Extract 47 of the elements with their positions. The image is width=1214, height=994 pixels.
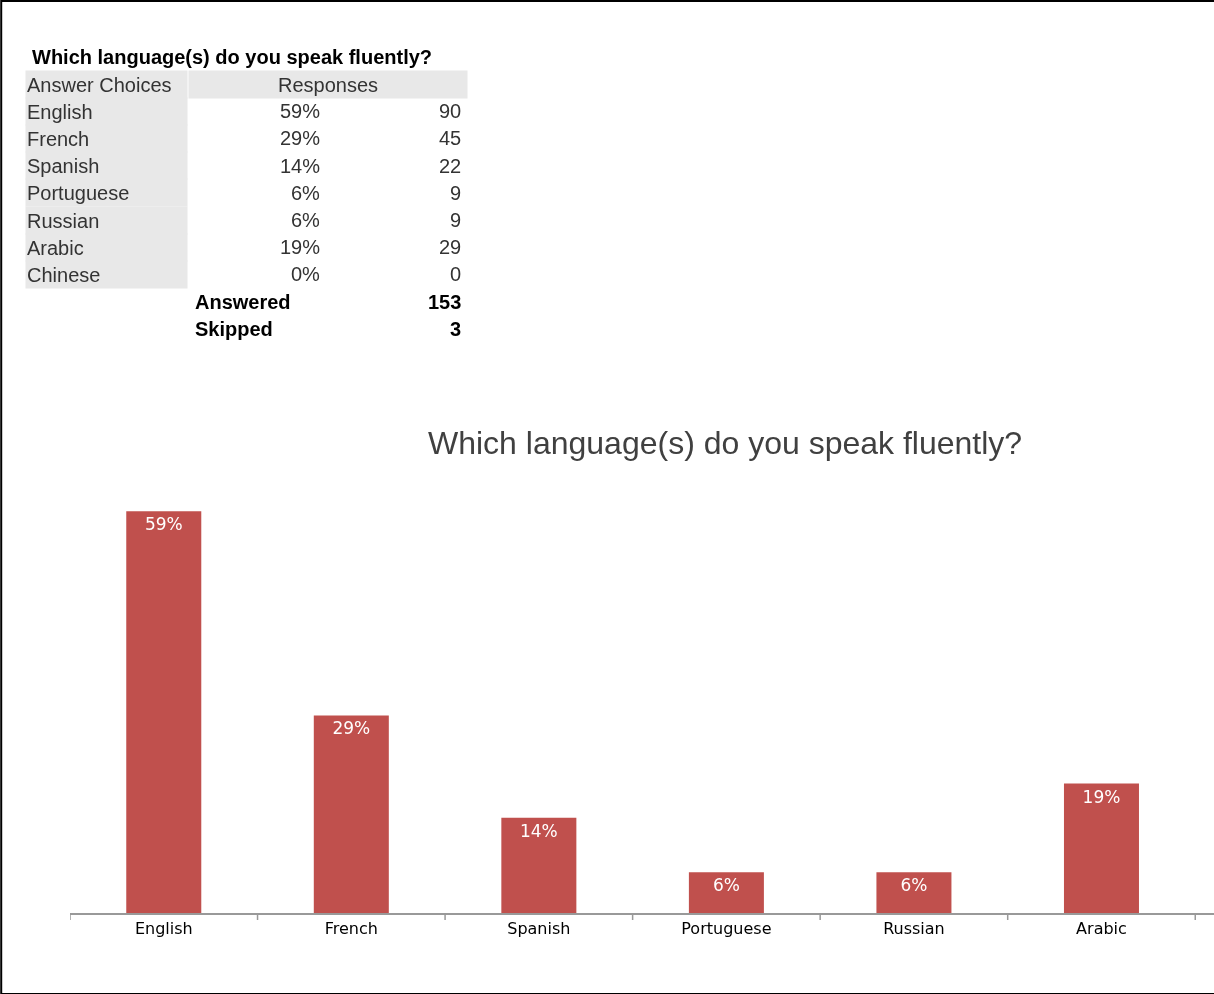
bar bbox=[876, 872, 952, 913]
chart-title: Which language(s) do you speak fluently? bbox=[428, 425, 1023, 461]
text: 3 bbox=[450, 318, 462, 340]
data-label: 29% bbox=[280, 127, 321, 149]
x-tick-label: Arabic bbox=[1076, 919, 1127, 939]
category-label: Arabic bbox=[27, 236, 84, 259]
data-label: 59% bbox=[280, 100, 321, 122]
x-tick-label: French bbox=[324, 919, 378, 939]
bar bbox=[313, 715, 389, 913]
data-label: 9 bbox=[450, 182, 462, 204]
data-label: 90 bbox=[439, 100, 462, 122]
data-label: 14% bbox=[519, 820, 558, 841]
x-tick-label: Russian bbox=[883, 919, 945, 939]
x-tick-label: Portuguese bbox=[681, 919, 772, 939]
category-label: French bbox=[27, 127, 90, 150]
bar bbox=[126, 511, 202, 913]
data-label: 0% bbox=[291, 263, 321, 285]
x-tick-label: English bbox=[134, 919, 193, 939]
category-label: Portuguese bbox=[27, 181, 130, 204]
category-label: Chinese bbox=[27, 263, 101, 286]
category-label: English bbox=[27, 100, 93, 123]
data-label: 22 bbox=[439, 155, 462, 177]
data-label: 6% bbox=[712, 875, 740, 896]
data-label: 29% bbox=[332, 718, 371, 739]
data-label: 9 bbox=[450, 209, 462, 231]
data-label: 6% bbox=[900, 875, 928, 896]
bar bbox=[501, 817, 577, 913]
text: 153 bbox=[428, 291, 462, 313]
text: Answer Choices bbox=[27, 73, 172, 96]
text: Responses bbox=[277, 73, 379, 96]
text: Which language(s) do you speak fluently? bbox=[32, 46, 433, 68]
category-label: Spanish bbox=[27, 154, 100, 177]
bar bbox=[1063, 783, 1139, 913]
data-label: 19% bbox=[1082, 786, 1121, 807]
text: Answered bbox=[195, 291, 291, 313]
data-label: 59% bbox=[144, 514, 183, 535]
data-label: 6% bbox=[291, 209, 321, 231]
data-label: 0 bbox=[450, 263, 462, 285]
data-label: 29 bbox=[439, 236, 462, 258]
data-label: 14% bbox=[280, 155, 321, 177]
bar bbox=[688, 872, 764, 913]
data-label: 45 bbox=[439, 127, 462, 149]
x-tick-label: Spanish bbox=[507, 919, 571, 939]
data-label: 19% bbox=[280, 236, 321, 258]
data-label: 6% bbox=[291, 182, 321, 204]
text: Skipped bbox=[195, 318, 273, 340]
category-label: Russian bbox=[27, 209, 100, 232]
